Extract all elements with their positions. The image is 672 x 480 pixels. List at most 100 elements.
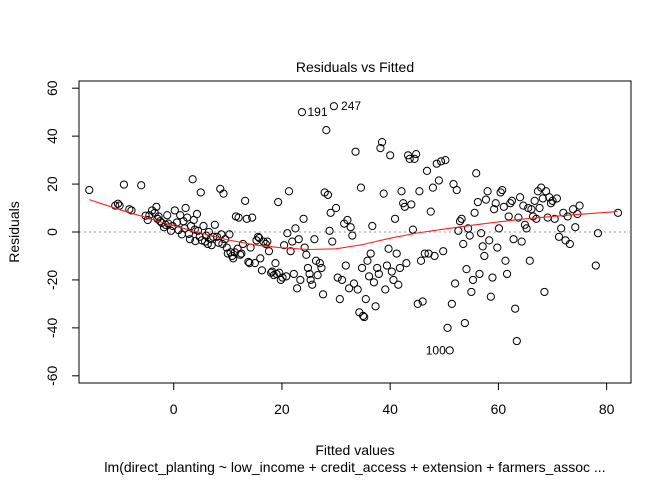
data-point [257, 266, 267, 275]
data-point [483, 187, 492, 196]
data-point [143, 215, 152, 225]
data-point [217, 230, 226, 239]
data-point [443, 323, 452, 332]
data-point [517, 237, 526, 246]
data-point [212, 232, 222, 241]
data-point [238, 239, 248, 249]
data-point [127, 206, 136, 215]
data-point [343, 215, 352, 225]
data-point [445, 346, 454, 355]
data-point [280, 241, 289, 250]
data-point [353, 285, 362, 294]
data-point [229, 254, 238, 263]
y-axis-label: Residuals [6, 201, 22, 262]
data-point [297, 108, 307, 117]
data-point [460, 318, 469, 328]
data-point [305, 269, 314, 279]
smooth-fit-line [89, 199, 618, 251]
data-point [399, 199, 408, 208]
x-axis: 0 20 40 60 80 [170, 382, 615, 417]
data-point [237, 249, 246, 258]
data-point [313, 271, 322, 280]
data-point [543, 213, 552, 222]
data-point [113, 199, 123, 208]
data-point [550, 214, 559, 223]
data-point [210, 220, 219, 229]
data-point [308, 280, 317, 289]
data-point [412, 150, 421, 159]
data-point [292, 284, 302, 293]
data-point [384, 244, 393, 253]
data-point [514, 213, 523, 222]
data-point [284, 187, 294, 196]
data-point [488, 273, 497, 282]
data-point [410, 154, 419, 163]
data-point [264, 247, 274, 256]
data-point [302, 250, 311, 259]
data-point [390, 214, 400, 223]
data-point [369, 278, 379, 287]
data-point [415, 187, 424, 196]
data-point [426, 207, 435, 216]
data-point [502, 269, 512, 279]
point-labels-layer: 191 247 100 [308, 99, 447, 357]
y-tick-label: 40 [44, 128, 60, 144]
data-point [374, 269, 383, 279]
data-point [256, 254, 265, 263]
data-point [575, 201, 584, 210]
data-point [199, 221, 208, 231]
data-point [546, 199, 556, 208]
data-point [356, 183, 366, 192]
data-point [386, 151, 395, 160]
data-point [274, 197, 283, 207]
data-point [504, 212, 513, 221]
data-point [296, 275, 305, 285]
data-point [163, 211, 172, 220]
data-point [344, 284, 354, 293]
data-point [364, 272, 374, 281]
data-point [457, 214, 466, 223]
data-point [552, 194, 561, 203]
data-point [434, 176, 443, 185]
data-point [196, 188, 205, 197]
data-point [387, 267, 396, 276]
outlier-label: 247 [341, 99, 361, 113]
data-point [359, 311, 368, 320]
data-point [454, 226, 463, 235]
data-point [535, 203, 544, 213]
data-point [430, 251, 439, 261]
data-point [563, 212, 572, 221]
data-point [306, 275, 315, 285]
data-point [291, 224, 300, 233]
data-point [468, 275, 478, 285]
data-point [366, 249, 375, 258]
data-point [408, 225, 418, 234]
data-point [436, 157, 446, 166]
data-point [394, 280, 403, 289]
data-point [137, 181, 146, 190]
data-point [346, 223, 355, 232]
data-point [267, 268, 276, 277]
data-point [540, 287, 549, 297]
data-point [248, 213, 257, 222]
data-point [473, 197, 482, 207]
data-point [507, 196, 517, 205]
data-point [250, 259, 259, 268]
model-formula-subtitle: lm(direct_planting ~ low_income + credit… [104, 459, 605, 475]
data-point [525, 256, 534, 265]
data-point [368, 221, 377, 231]
data-point [530, 196, 539, 205]
data-point [475, 269, 484, 279]
data-point [532, 214, 541, 223]
data-point [214, 238, 223, 247]
y-axis: -60 -40 -20 0 20 40 60 [44, 80, 80, 386]
data-point [203, 239, 212, 249]
data-point [520, 220, 530, 229]
data-point [360, 312, 369, 322]
data-point [568, 205, 578, 214]
data-point [236, 250, 245, 259]
data-point [407, 200, 416, 209]
data-point [115, 201, 124, 210]
data-point [509, 235, 518, 244]
